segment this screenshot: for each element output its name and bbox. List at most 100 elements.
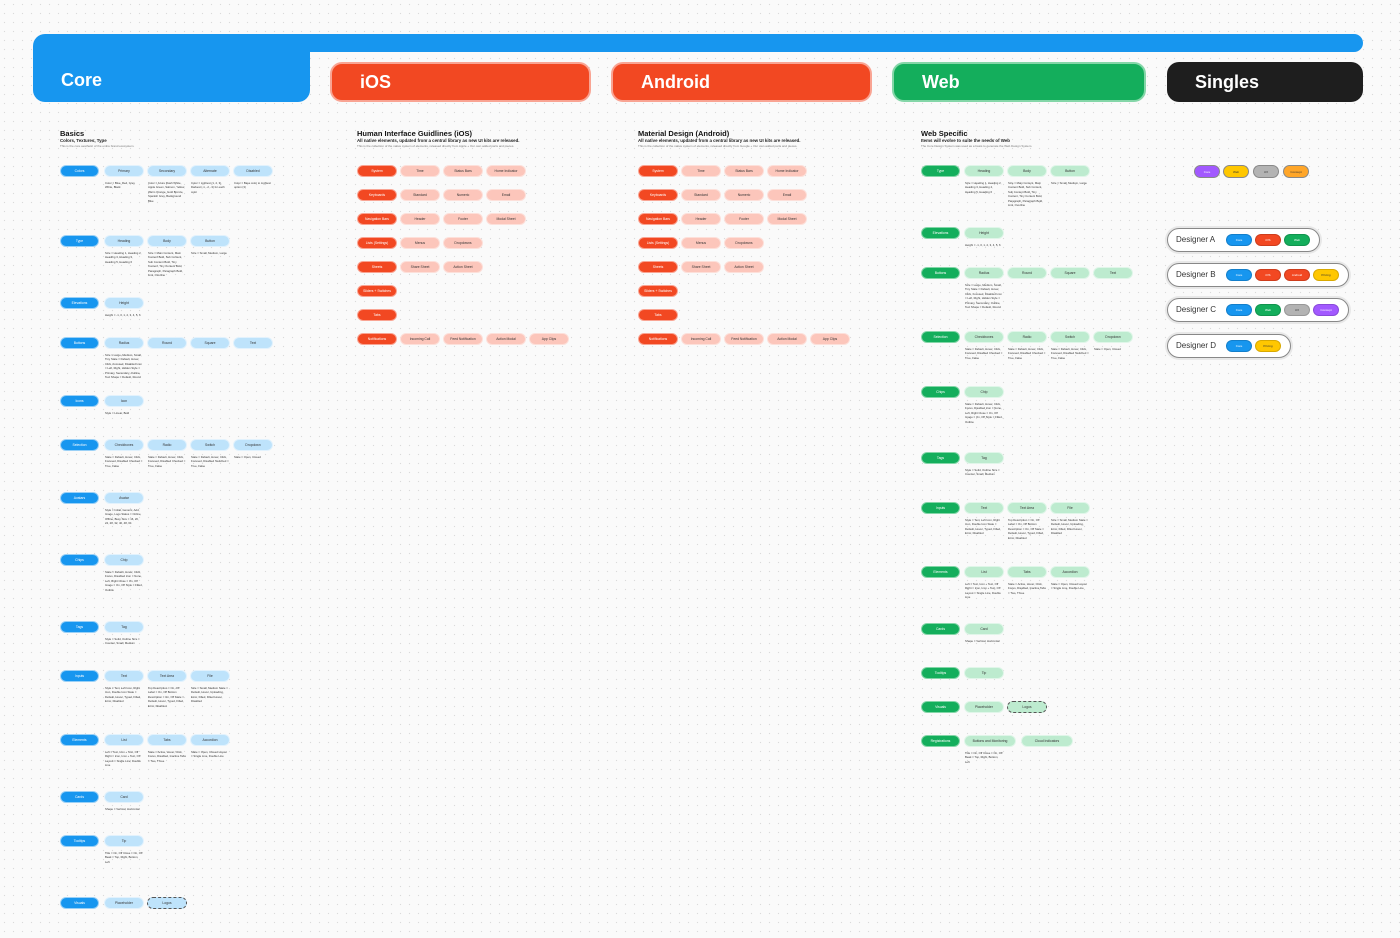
- sub-button-pill[interactable]: Button: [190, 235, 230, 247]
- designer-core-pill[interactable]: Core: [1226, 234, 1252, 246]
- android-sub-email-pill[interactable]: Email: [767, 189, 807, 201]
- sub-list-pill[interactable]: List: [104, 734, 144, 746]
- row-elements-pill[interactable]: Elements: [60, 734, 99, 746]
- designer-pricing-pill[interactable]: Pricing: [1255, 340, 1281, 352]
- ios-sub-feed-notification-pill[interactable]: Feed Notification: [443, 333, 483, 345]
- web-row-cards-pill[interactable]: Cards: [921, 623, 960, 635]
- sub-card-pill[interactable]: Card: [104, 791, 144, 803]
- web-row-visuals-pill[interactable]: Visuals: [921, 701, 960, 713]
- web-sub-buttons-and-monitoring-pill[interactable]: Buttons and Monitoring: [964, 735, 1016, 747]
- android-row-lists-settings-pill[interactable]: Lists (Settings): [638, 237, 678, 249]
- android-row-sheets-pill[interactable]: Sheets: [638, 261, 678, 273]
- row-type-pill[interactable]: Type: [60, 235, 99, 247]
- sub-dropdown-pill[interactable]: Dropdown: [233, 439, 273, 451]
- designer-pricing-pill[interactable]: Pricing: [1313, 269, 1339, 281]
- designer-ios-pill[interactable]: iOS: [1255, 234, 1281, 246]
- row-colors-pill[interactable]: Colors: [60, 165, 99, 177]
- ios-sub-standard-pill[interactable]: Standard: [400, 189, 440, 201]
- web-row-selection-pill[interactable]: Selection: [921, 331, 960, 343]
- row-tags-pill[interactable]: Tags: [60, 621, 99, 633]
- android-sub-action-modal-pill[interactable]: Action Modal: [767, 333, 807, 345]
- android-sub-menus-pill[interactable]: Menus: [681, 237, 721, 249]
- android-row-navigation-bars-pill[interactable]: Navigation Bars: [638, 213, 678, 225]
- tab-singles[interactable]: Singles: [1167, 62, 1363, 102]
- ios-sub-home-indicator-pill[interactable]: Home Indicator: [486, 165, 526, 177]
- android-sub-app-clips-pill[interactable]: App Clips: [810, 333, 850, 345]
- android-sub-home-indicator-pill[interactable]: Home Indicator: [767, 165, 807, 177]
- ios-sub-action-sheet-pill[interactable]: Action Sheet: [443, 261, 483, 273]
- row-visuals-pill[interactable]: Visuals: [60, 897, 99, 909]
- ios-row-tabs-pill[interactable]: Tabs: [357, 309, 397, 321]
- web-row-tooltips-pill[interactable]: Tooltips: [921, 667, 960, 679]
- designer-card-designer-a[interactable]: Designer A Core iOS Web: [1167, 228, 1320, 252]
- web-row-buttons-pill[interactable]: Buttons: [921, 267, 960, 279]
- web-sub-cloud-indicators-pill[interactable]: Cloud Indicators: [1021, 735, 1073, 747]
- sub-avatar-pill[interactable]: Avatar: [104, 492, 144, 504]
- designer-card-designer-c[interactable]: Designer C Core Web UX Concept: [1167, 298, 1349, 322]
- sub-body-pill[interactable]: Body: [147, 235, 187, 247]
- ios-sub-action-modal-pill[interactable]: Action Modal: [486, 333, 526, 345]
- web-row-elevations-pill[interactable]: Elevations: [921, 227, 960, 239]
- web-sub-tabs-pill[interactable]: Tabs: [1007, 566, 1047, 578]
- ios-sub-menus-pill[interactable]: Menus: [400, 237, 440, 249]
- android-row-sliders-switches-pill[interactable]: Sliders + Switches: [638, 285, 678, 297]
- web-sub-logos-pill[interactable]: Logos: [1007, 701, 1047, 713]
- ios-sub-footer-pill[interactable]: Footer: [443, 213, 483, 225]
- designer-ios-pill[interactable]: iOS: [1255, 269, 1281, 281]
- ios-sub-modal-sheet-pill[interactable]: Modal Sheet: [486, 213, 526, 225]
- sub-disabled-pill[interactable]: Disabled: [233, 165, 273, 177]
- row-cards-pill[interactable]: Cards: [60, 791, 99, 803]
- android-sub-share-sheet-pill[interactable]: Share Sheet: [681, 261, 721, 273]
- single-ux-pill[interactable]: UX: [1253, 165, 1279, 178]
- sub-logos-pill[interactable]: Logos: [147, 897, 187, 909]
- web-row-type-pill[interactable]: Type: [921, 165, 960, 177]
- web-row-tags-pill[interactable]: Tags: [921, 452, 960, 464]
- designer-core-pill[interactable]: Core: [1226, 340, 1252, 352]
- web-sub-button-pill[interactable]: Button: [1050, 165, 1090, 177]
- ios-row-sliders-switches-pill[interactable]: Sliders + Switches: [357, 285, 397, 297]
- web-sub-square-pill[interactable]: Square: [1050, 267, 1090, 279]
- sub-tabs-pill[interactable]: Tabs: [147, 734, 187, 746]
- web-row-elements-pill[interactable]: Elements: [921, 566, 960, 578]
- web-sub-switch-pill[interactable]: Switch: [1050, 331, 1090, 343]
- android-sub-header-pill[interactable]: Header: [681, 213, 721, 225]
- android-sub-numeric-pill[interactable]: Numeric: [724, 189, 764, 201]
- single-concept-pill[interactable]: Concept: [1283, 165, 1309, 178]
- sub-tag-pill[interactable]: Tag: [104, 621, 144, 633]
- ios-sub-app-clips-pill[interactable]: App Clips: [529, 333, 569, 345]
- android-sub-footer-pill[interactable]: Footer: [724, 213, 764, 225]
- android-sub-status-bars-pill[interactable]: Status Bars: [724, 165, 764, 177]
- sub-square-pill[interactable]: Square: [190, 337, 230, 349]
- sub-checkboxes-pill[interactable]: Checkboxes: [104, 439, 144, 451]
- android-sub-time-pill[interactable]: Time: [681, 165, 721, 177]
- ios-sub-header-pill[interactable]: Header: [400, 213, 440, 225]
- ios-sub-time-pill[interactable]: Time: [400, 165, 440, 177]
- tab-core[interactable]: Core: [33, 34, 310, 102]
- web-row-chips-pill[interactable]: Chips: [921, 386, 960, 398]
- android-row-system-pill[interactable]: System: [638, 165, 678, 177]
- sub-round-pill[interactable]: Round: [147, 337, 187, 349]
- row-elevations-pill[interactable]: Elevations: [60, 297, 99, 309]
- android-row-tabs-pill[interactable]: Tabs: [638, 309, 678, 321]
- row-tooltips-pill[interactable]: Tooltips: [60, 835, 99, 847]
- web-sub-text-pill[interactable]: Text: [964, 502, 1004, 514]
- web-row-registrations-pill[interactable]: Registrations: [921, 735, 960, 747]
- web-sub-tip-pill[interactable]: Tip: [964, 667, 1004, 679]
- tab-ios[interactable]: iOS: [330, 62, 591, 102]
- web-sub-file-pill[interactable]: File: [1050, 502, 1090, 514]
- web-sub-checkboxes-pill[interactable]: Checkboxes: [964, 331, 1004, 343]
- sub-text-pill[interactable]: Text: [233, 337, 273, 349]
- designer-core-pill[interactable]: Core: [1226, 269, 1252, 281]
- sub-radius-pill[interactable]: Radius: [104, 337, 144, 349]
- android-row-notifications-pill[interactable]: Notifications: [638, 333, 678, 345]
- web-sub-height-pill[interactable]: Height: [964, 227, 1004, 239]
- sub-icon-pill[interactable]: Icon: [104, 395, 144, 407]
- designer-core-pill[interactable]: Core: [1226, 304, 1252, 316]
- row-selection-pill[interactable]: Selection: [60, 439, 99, 451]
- android-sub-modal-sheet-pill[interactable]: Modal Sheet: [767, 213, 807, 225]
- sub-text-area-pill[interactable]: Text Area: [147, 670, 187, 682]
- designer-web-pill[interactable]: Web: [1284, 234, 1310, 246]
- web-row-inputs-pill[interactable]: Inputs: [921, 502, 960, 514]
- sub-primary-pill[interactable]: Primary: [104, 165, 144, 177]
- web-sub-round-pill[interactable]: Round: [1007, 267, 1047, 279]
